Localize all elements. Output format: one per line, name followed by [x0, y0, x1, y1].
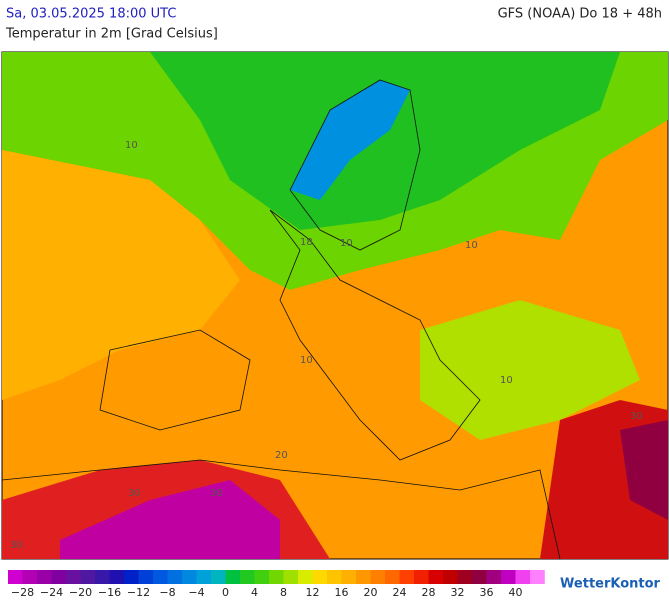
legend-swatch	[298, 570, 313, 584]
legend-swatch	[22, 570, 38, 584]
legend-swatch	[414, 570, 429, 584]
coastline	[99, 329, 251, 431]
legend-swatch	[341, 570, 357, 584]
datetime: Sa, 03.05.2025 18:00 UTC	[6, 7, 176, 22]
coastline	[1, 459, 561, 560]
legend-swatch	[457, 570, 473, 584]
legend-tick-label: 28	[422, 586, 436, 599]
legend-tick-label: 12	[306, 586, 320, 599]
legend-tick-label: −28	[11, 586, 34, 599]
legend-swatch	[167, 570, 183, 584]
legend-swatch	[269, 570, 284, 584]
legend-tick-label: 20	[364, 586, 378, 599]
model: GFS (NOAA) Do 18 + 48h	[498, 7, 662, 22]
legend-swatch	[182, 570, 197, 584]
legend-tick-label: −20	[69, 586, 92, 599]
legend-swatch	[370, 570, 386, 584]
legend-swatch	[530, 570, 545, 584]
logo: WetterKontor	[560, 577, 661, 592]
snow-zone	[290, 80, 410, 200]
cold-zone	[150, 52, 620, 230]
legend-swatch	[486, 570, 502, 584]
subtitle: Temperatur in 2m [Grad Celsius]	[5, 27, 218, 42]
legend-tick-label: −16	[98, 586, 121, 599]
contour-label: 18	[300, 237, 313, 248]
legend-tick-label: 32	[451, 586, 465, 599]
legend-tick-label: 40	[509, 586, 523, 599]
legend-swatch	[66, 570, 81, 584]
legend-swatch	[109, 570, 125, 584]
legend-swatch	[428, 570, 444, 584]
legend-tick-label: −4	[188, 586, 204, 599]
contour-label: 10	[125, 140, 138, 151]
legend-swatch	[240, 570, 255, 584]
contour-label: 30	[128, 488, 141, 499]
legend-swatch	[399, 570, 415, 584]
contour-label: 30	[210, 488, 223, 499]
contour-label: 30	[10, 540, 23, 551]
legend-swatch	[8, 570, 23, 584]
contour-label: 10	[500, 375, 513, 386]
legend-swatch	[254, 570, 270, 584]
contour-label: 10	[300, 355, 313, 366]
legend-swatch	[80, 570, 96, 584]
contour-label: 30	[630, 411, 643, 422]
legend-swatch	[37, 570, 52, 584]
contour-label: 20	[275, 450, 288, 461]
legend-tick-label: 24	[393, 586, 407, 599]
legend-tick-label: −8	[159, 586, 175, 599]
legend-swatch	[95, 570, 110, 584]
legend-tick-label: 8	[280, 586, 287, 599]
legend-swatch	[211, 570, 226, 584]
legend-swatch	[196, 570, 212, 584]
legend-swatch	[153, 570, 168, 584]
legend-tick-label: 16	[335, 586, 349, 599]
legend-swatch	[312, 570, 328, 584]
legend-swatch	[225, 570, 241, 584]
map: 10 18 10 10 10 20 30 30 30 10 30	[1, 51, 669, 560]
coastline	[289, 79, 421, 251]
legend-swatch	[138, 570, 154, 584]
legend-tick-label: −12	[127, 586, 150, 599]
legend-tick-label: 4	[251, 586, 258, 599]
very-hot-east	[620, 420, 668, 520]
legend-swatch	[472, 570, 487, 584]
legend-swatch	[443, 570, 458, 584]
turkey-cool	[420, 300, 640, 440]
very-hot-zone	[60, 480, 280, 559]
legend-swatch	[283, 570, 299, 584]
coastline	[269, 209, 481, 461]
legend-swatch	[124, 570, 139, 584]
legend-tick-label: −24	[40, 586, 63, 599]
legend-swatch	[515, 570, 531, 584]
legend-swatch	[327, 570, 342, 584]
legend-tick-label: 36	[480, 586, 494, 599]
legend-swatch	[356, 570, 371, 584]
warm-zone	[2, 150, 240, 400]
contour-label: 10	[465, 240, 478, 251]
legend-tick-label: 0	[222, 586, 229, 599]
legend-swatch	[501, 570, 516, 584]
contour-label: 10	[340, 238, 353, 249]
legend-swatch	[51, 570, 67, 584]
legend-swatch	[385, 570, 400, 584]
